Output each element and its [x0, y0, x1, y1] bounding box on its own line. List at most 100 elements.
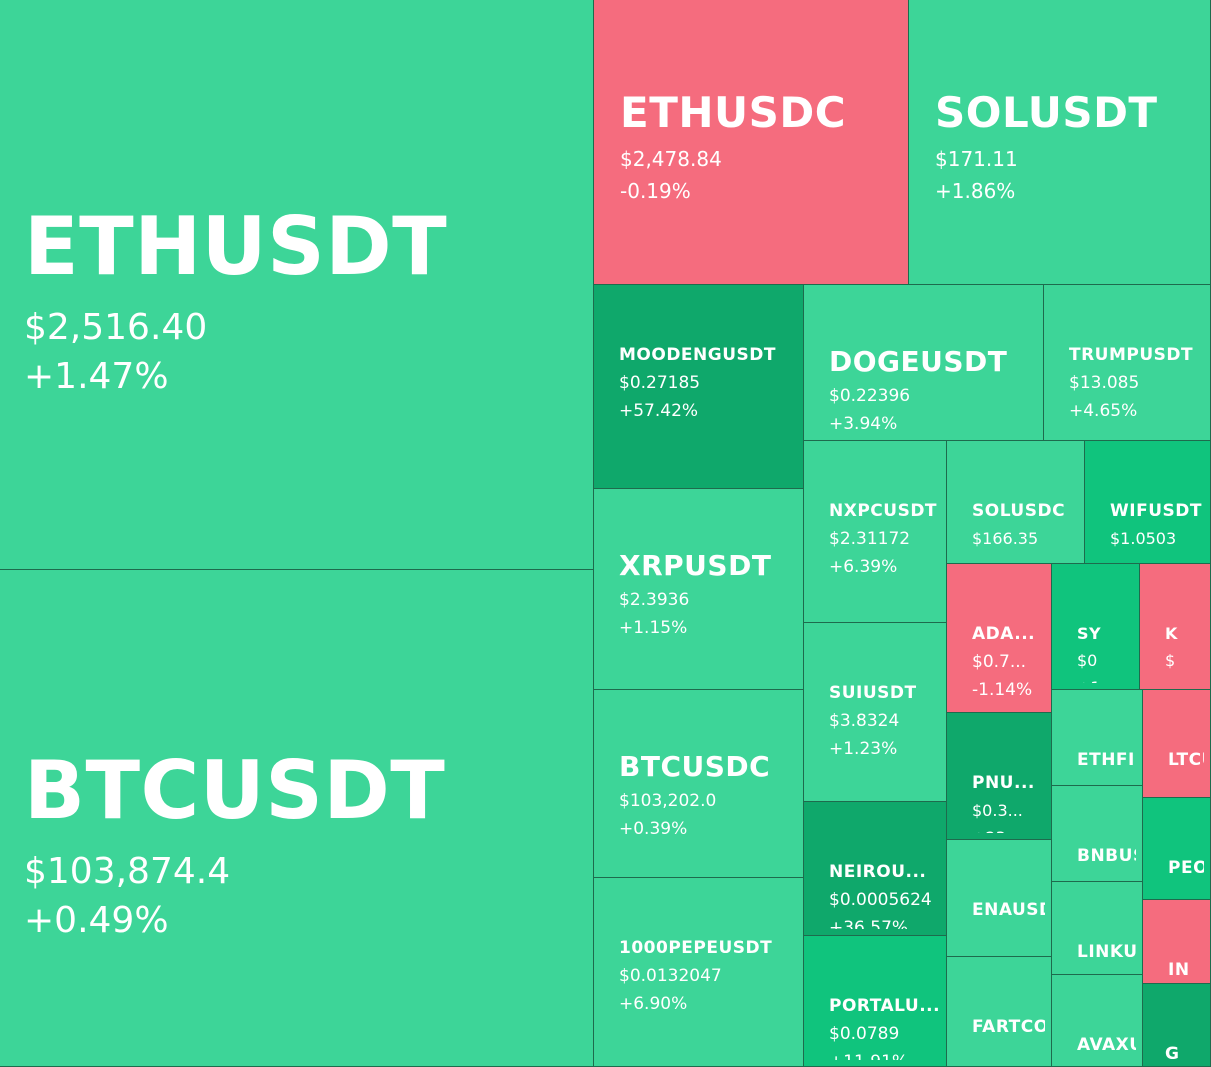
tile-change: +23....	[972, 828, 1045, 833]
tile-symbol: BTCUSDT	[24, 744, 446, 837]
tile-change: +57.42%	[619, 401, 699, 421]
tile-symbol: SY	[1077, 624, 1102, 643]
tile-neirou[interactable]: NEIROU... $0.0005624 +36.57%	[804, 802, 947, 936]
tile-price: $2.31172	[829, 529, 911, 549]
tile-price: $171.11	[935, 147, 1018, 171]
tile-linkusd[interactable]: LINKUSD	[1052, 882, 1143, 975]
tile-wifusdt[interactable]: WIFUSDT $1.0503 +11.78%	[1085, 441, 1211, 564]
tile-change: -0.19%	[620, 179, 691, 203]
tile-ada[interactable]: ADA... $0.7... -1.14%	[947, 564, 1052, 713]
tile-change: +6.39%	[829, 557, 898, 577]
tile-portalu[interactable]: PORTALU... $0.0789 +11.91%	[804, 936, 947, 1067]
tile-ethfiusd[interactable]: ETHFIUSD	[1052, 690, 1143, 786]
tile-symbol: ETHFIUSD	[1077, 750, 1136, 770]
tile-price: $0.0005624	[829, 890, 932, 910]
tile-price: $0.22396	[829, 386, 911, 406]
tile-sy[interactable]: SY $0 +1	[1052, 564, 1140, 690]
tile-xrpusdt[interactable]: XRPUSDT $2.3936 +1.15%	[594, 489, 804, 690]
tile-solusdt[interactable]: SOLUSDT $171.11 +1.86%	[909, 0, 1211, 285]
tile-change: +3.94%	[829, 414, 898, 434]
tile-in[interactable]: IN	[1143, 900, 1211, 984]
tile-ethusdc[interactable]: ETHUSDC $2,478.84 -0.19%	[594, 0, 909, 285]
tile-symbol: 1000PEPEUSDT	[619, 938, 773, 958]
tile-price: $0.0789	[829, 1024, 900, 1044]
tile-ethusdt[interactable]: ETHUSDT $2,516.40 +1.47%	[0, 0, 594, 570]
tile-symbol: IN	[1168, 960, 1190, 977]
tile-price: $13.085	[1069, 373, 1140, 393]
tile-price: $0	[1077, 651, 1098, 670]
tile-change: +1	[1077, 678, 1133, 683]
tile-symbol: XRPUSDT	[619, 549, 772, 582]
tile-price: $166.35	[972, 529, 1039, 548]
tile-change: +0.49%	[24, 900, 169, 941]
tile-symbol: LTCUSD	[1168, 750, 1204, 770]
tile-symbol: PORTALU...	[829, 996, 940, 1016]
tile-price: $1.0503	[1110, 529, 1177, 548]
tile-price: $0.0132047	[619, 966, 722, 986]
tile-1000pepeusdt[interactable]: 1000PEPEUSDT $0.0132047 +6.90%	[594, 878, 804, 1067]
tile-trumpusdt[interactable]: TRUMPUSDT $13.085 +4.65%	[1044, 285, 1211, 441]
tile-symbol: K	[1165, 624, 1178, 643]
tile-g[interactable]: G	[1143, 984, 1211, 1067]
tile-symbol: SOLUSDT	[935, 88, 1158, 137]
tile-change: -1.14%	[972, 680, 1033, 700]
tile-change: +1.23%	[829, 739, 898, 759]
tile-symbol: PNU...	[972, 773, 1035, 793]
tile-symbol: ENAUSDT	[972, 900, 1045, 920]
tile-enausdt[interactable]: ENAUSDT	[947, 840, 1052, 957]
tile-peo[interactable]: PEO	[1143, 798, 1211, 900]
tile-symbol: ETHUSDT	[24, 200, 448, 293]
tile-change: +1.15%	[619, 618, 688, 638]
tile-change: +11.78%	[1110, 556, 1204, 557]
tile-symbol: ADA...	[972, 624, 1036, 644]
tile-price: $2.3936	[619, 590, 690, 610]
tile-bnbusd[interactable]: BNBUSD	[1052, 786, 1143, 882]
tile-change: +0.39%	[619, 819, 688, 839]
tile-price: $0.3...	[972, 801, 1023, 820]
tile-change: +6.90%	[619, 994, 688, 1014]
tile-nxpcusdt[interactable]: NXPCUSDT $2.31172 +6.39%	[804, 441, 947, 623]
tile-symbol: NEIROU...	[829, 862, 927, 882]
tile-symbol: G	[1165, 1044, 1180, 1060]
tile-k[interactable]: K $ -	[1140, 564, 1211, 690]
tile-change: +4.65%	[1069, 401, 1138, 421]
tile-symbol: ETHUSDC	[620, 88, 847, 137]
tile-solusdc[interactable]: SOLUSDC $166.35 +0.89%	[947, 441, 1085, 564]
tile-moodengusdt[interactable]: MOODENGUSDT $0.27185 +57.42%	[594, 285, 804, 489]
tile-price: $	[1165, 651, 1176, 670]
tile-btcusdt[interactable]: BTCUSDT $103,874.4 +0.49%	[0, 570, 594, 1067]
tile-symbol: NXPCUSDT	[829, 501, 938, 521]
tile-symbol: AVAXUS	[1077, 1035, 1136, 1055]
tile-avaxus[interactable]: AVAXUS	[1052, 975, 1143, 1067]
tile-change: +1.86%	[935, 179, 1016, 203]
tile-change: -	[1165, 678, 1204, 683]
tile-price: $103,202.0	[619, 791, 717, 811]
tile-price: $2,478.84	[620, 147, 722, 171]
tile-symbol: PEO	[1168, 858, 1204, 878]
tile-change: +36.57%	[829, 918, 909, 929]
tile-dogeusdt[interactable]: DOGEUSDT $0.22396 +3.94%	[804, 285, 1044, 441]
tile-symbol: BTCUSDC	[619, 750, 771, 783]
tile-symbol: SOLUSDC	[972, 501, 1066, 521]
tile-symbol: WIFUSDT	[1110, 501, 1202, 521]
tile-symbol: MOODENGUSDT	[619, 345, 776, 365]
tile-price: $103,874.4	[24, 851, 231, 892]
tile-change: +11.91%	[829, 1052, 940, 1060]
tile-symbol: BNBUSD	[1077, 846, 1136, 866]
tile-symbol: SUIUSDT	[829, 683, 917, 703]
tile-price: $3.8324	[829, 711, 900, 731]
tile-symbol: LINKUSD	[1077, 942, 1136, 962]
tile-change: +0.89%	[972, 556, 1078, 557]
tile-price: $0.27185	[619, 373, 701, 393]
tile-price: $2,516.40	[24, 307, 208, 348]
tile-symbol: FARTCOINUSDT	[972, 1017, 1045, 1037]
tile-fartcoinusdt[interactable]: FARTCOINUSDT	[947, 957, 1052, 1067]
tile-pnu[interactable]: PNU... $0.3... +23....	[947, 713, 1052, 840]
tile-symbol: DOGEUSDT	[829, 345, 1008, 378]
tile-ltcusd[interactable]: LTCUSD	[1143, 690, 1211, 798]
tile-price: $0.7...	[972, 652, 1027, 672]
tile-change: +1.47%	[24, 356, 169, 397]
tile-btcusdc[interactable]: BTCUSDC $103,202.0 +0.39%	[594, 690, 804, 878]
tile-suiusdt[interactable]: SUIUSDT $3.8324 +1.23%	[804, 623, 947, 802]
